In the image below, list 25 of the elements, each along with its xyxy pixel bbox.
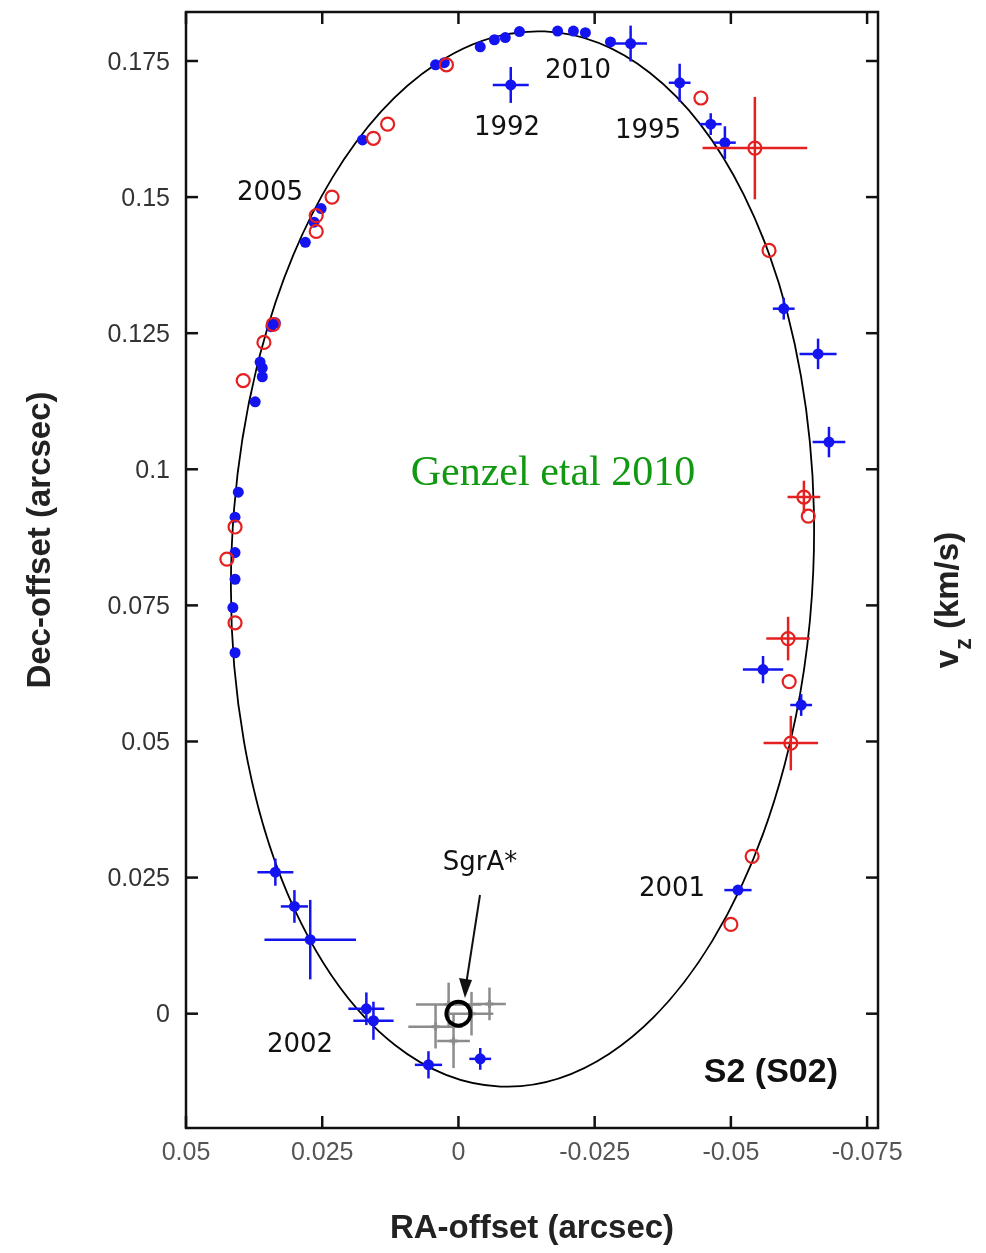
y-tick-label: 0.15 [121,182,170,211]
x-tick-label: 0.025 [290,1137,354,1165]
y-tick-label: 0.075 [107,591,170,620]
annotation: S2 (S02) [703,1051,838,1089]
annotation: 2005 [236,176,304,206]
y-tick-label: 0.05 [121,727,170,756]
x-tick-label: -0.075 [831,1137,903,1165]
annotation: 1992 [473,111,541,141]
annotation: 2001 [638,872,706,902]
y-tick-label: 0.025 [107,863,170,892]
x-tick-label: 0 [451,1137,466,1165]
x-tick-label: -0.05 [702,1137,760,1165]
y-tick-label: 0.125 [107,318,170,347]
y-tick-label: 0.1 [135,455,170,484]
x-axis-title: RA-offset (arcsec) [389,1208,675,1245]
annotation: 1995 [614,114,682,144]
x-tick-label: -0.025 [559,1137,631,1165]
y-tick-label: 0 [156,999,170,1028]
y-axis-title: Dec-offset (arcsec) [20,391,57,689]
annotation: 2010 [544,54,612,84]
y-tick-label: 0.175 [107,46,170,75]
annotation: 2002 [266,1028,334,1058]
annotation: SgrA* [442,846,518,876]
annotation: Genzel etal 2010 [410,448,696,494]
x-tick-label: 0.05 [161,1137,211,1165]
